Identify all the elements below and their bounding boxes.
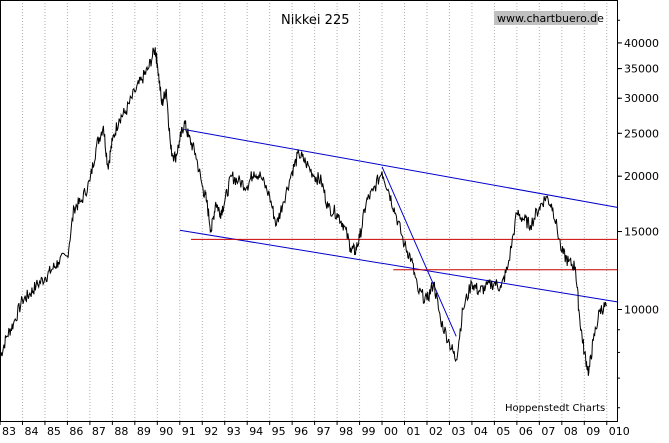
y-axis-ticks: 10000 15000 20000 25000 30000 35000 40000: [618, 19, 659, 409]
trendline-1: [184, 128, 619, 208]
watermark-box: [494, 11, 598, 25]
x-tick-label-07: 07: [541, 425, 555, 438]
x-tick-label-08: 08: [564, 425, 578, 438]
y-tick-label-30000: 30000: [624, 92, 659, 105]
x-tick-label-86: 86: [69, 425, 83, 438]
x-tick-label-03: 03: [451, 425, 465, 438]
x-tick-label-94: 94: [249, 425, 263, 438]
x-tick-label-85: 85: [47, 425, 61, 438]
y-tick-label-40000: 40000: [624, 37, 659, 50]
x-tick-label-90: 90: [159, 425, 173, 438]
x-tick-label-83: 83: [2, 425, 16, 438]
x-tick-label-99: 99: [362, 425, 376, 438]
series-layer: [0, 47, 608, 376]
x-tick-label-89: 89: [137, 425, 151, 438]
x-tick-label-93: 93: [227, 425, 241, 438]
y-tick-label-15000: 15000: [624, 226, 659, 239]
x-tick-label-96: 96: [294, 425, 308, 438]
x-tick-label-95: 95: [272, 425, 286, 438]
x-tick-label-00: 00: [384, 425, 398, 438]
trendline-2: [179, 229, 619, 303]
x-tick-label-09: 09: [586, 425, 600, 438]
x-tick-label-91: 91: [182, 425, 196, 438]
x-axis-ticks: 83 84 85 86 87 88 89 90 91 92 93 94 95 96 97 98 99 00 01 02…: [0, 421, 630, 438]
x-tick-label-88: 88: [114, 425, 128, 438]
x-tick-label-06: 06: [519, 425, 533, 438]
frame-layer: [0, 0, 618, 422]
y-tick-label-10000: 10000: [624, 303, 659, 316]
x-tick-label-92: 92: [204, 425, 218, 438]
x-tick-label-97: 97: [317, 425, 331, 438]
chart-title: Nikkei 225: [281, 13, 350, 28]
x-tick-label-05: 05: [496, 425, 510, 438]
x-tick-label-04: 04: [474, 425, 488, 438]
y-tick-label-35000: 35000: [624, 63, 659, 76]
x-tick-label-02: 02: [429, 425, 443, 438]
price-series-line: [0, 47, 608, 376]
x-tick-label-01: 01: [407, 425, 421, 438]
chart-credit: Hoppenstedt Charts: [505, 403, 605, 414]
x-tick-label-87: 87: [92, 425, 106, 438]
x-tick-label-84: 84: [24, 425, 38, 438]
trendline-3: [381, 166, 457, 337]
annotation-lines: [179, 128, 619, 337]
x-tick-label-010: 010: [609, 425, 630, 438]
grid-layer: [0, 0, 608, 421]
plot-frame: [0, 0, 618, 422]
y-tick-label-20000: 20000: [624, 170, 659, 183]
watermark-url: www.chartbuero.de: [497, 12, 604, 25]
x-tick-label-98: 98: [339, 425, 353, 438]
y-tick-label-25000: 25000: [624, 127, 659, 140]
